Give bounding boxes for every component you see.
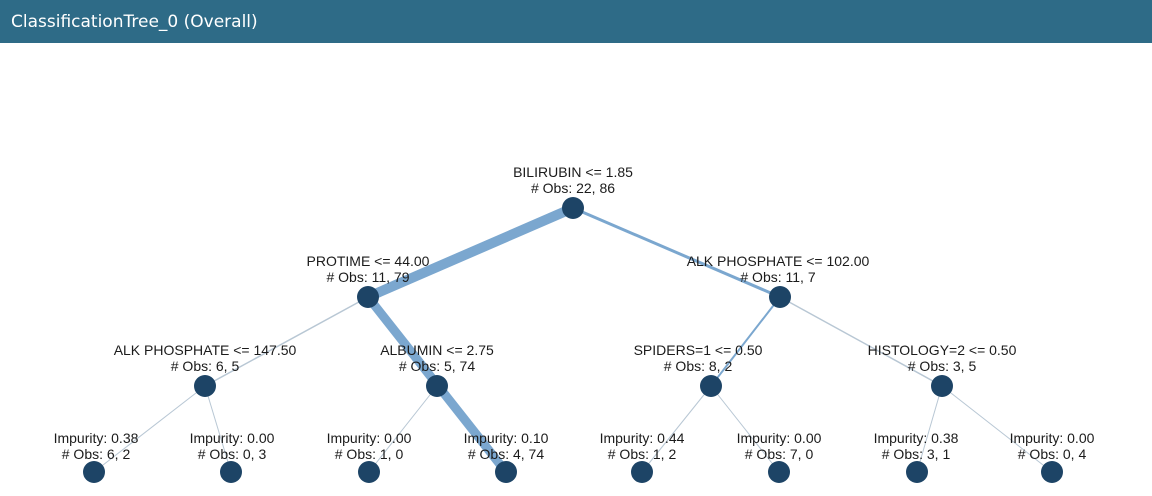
leaf4-obs-label: # Obs: 4, 74 (468, 446, 544, 462)
edge-spiders-leaf6 (710, 385, 780, 473)
histology-obs-label: # Obs: 3, 5 (908, 358, 977, 374)
tree-nodes (83, 197, 1063, 483)
edge-histology-leaf7 (916, 385, 943, 473)
leaf1-impurity-label: Impurity: 0.38 (54, 430, 139, 446)
tree-node-spiders[interactable] (700, 375, 722, 397)
leaf3-obs-label: # Obs: 1, 0 (335, 446, 404, 462)
tree-node-root[interactable] (562, 197, 584, 219)
tree-node-histology[interactable] (931, 375, 953, 397)
leaf5-obs-label: # Obs: 1, 2 (608, 446, 677, 462)
tree-leaf-1[interactable] (83, 461, 105, 483)
root-split-label: BILIRUBIN <= 1.85 (513, 164, 633, 180)
edge-spiders-leaf5 (641, 385, 712, 473)
edge-albumin-leaf3 (368, 385, 438, 473)
protime-split-label: PROTIME <= 44.00 (307, 253, 430, 269)
tree-leaf-2[interactable] (220, 461, 242, 483)
leaf7-impurity-label: Impurity: 0.38 (874, 430, 959, 446)
edge-alk147-leaf1 (93, 385, 206, 473)
alk147-split-label: ALK PHOSPHATE <= 147.50 (114, 342, 297, 358)
tree-leaf-7[interactable] (906, 461, 928, 483)
leaf8-obs-label: # Obs: 0, 4 (1018, 446, 1087, 462)
tree-leaf-4[interactable] (495, 461, 517, 483)
albumin-split-label: ALBUMIN <= 2.75 (380, 342, 494, 358)
leaf3-impurity-label: Impurity: 0.00 (327, 430, 412, 446)
protime-obs-label: # Obs: 11, 79 (326, 269, 409, 285)
alk102-split-label: ALK PHOSPHATE <= 102.00 (687, 253, 870, 269)
tree-leaf-3[interactable] (358, 461, 380, 483)
leaf8-impurity-label: Impurity: 0.00 (1010, 430, 1095, 446)
leaf1-obs-label: # Obs: 6, 2 (62, 446, 131, 462)
root-obs-label: # Obs: 22, 86 (531, 180, 615, 196)
tree-leaf-6[interactable] (768, 461, 790, 483)
edge-root-alk102 (572, 206, 781, 299)
leaf4-impurity-label: Impurity: 0.10 (464, 430, 549, 446)
window-title: ClassificationTree_0 (Overall) (11, 11, 258, 32)
tree-leaf-5[interactable] (631, 461, 653, 483)
tree-node-alk102[interactable] (769, 286, 791, 308)
tree-edges (93, 203, 1053, 475)
leaf6-obs-label: # Obs: 7, 0 (745, 446, 814, 462)
spiders-obs-label: # Obs: 8, 2 (664, 358, 733, 374)
edge-alk102-histology (779, 296, 943, 387)
edge-alk147-leaf2 (204, 385, 232, 473)
tree-labels: BILIRUBIN <= 1.85 # Obs: 22, 86 PROTIME … (54, 164, 1095, 462)
tree-node-alk147[interactable] (194, 375, 216, 397)
leaf6-impurity-label: Impurity: 0.00 (737, 430, 822, 446)
edge-alk102-spiders (710, 296, 781, 387)
tree-node-albumin[interactable] (426, 375, 448, 397)
spiders-split-label: SPIDERS=1 <= 0.50 (634, 342, 763, 358)
alk147-obs-label: # Obs: 6, 5 (171, 358, 240, 374)
histology-split-label: HISTOLOGY=2 <= 0.50 (868, 342, 1017, 358)
edge-root-protime (366, 203, 575, 302)
leaf5-impurity-label: Impurity: 0.44 (600, 430, 685, 446)
alk102-obs-label: # Obs: 11, 7 (740, 269, 815, 285)
leaf2-impurity-label: Impurity: 0.00 (190, 430, 275, 446)
albumin-obs-label: # Obs: 5, 74 (399, 358, 475, 374)
leaf2-obs-label: # Obs: 0, 3 (198, 446, 267, 462)
leaf7-obs-label: # Obs: 3, 1 (882, 446, 951, 462)
edge-histology-leaf8 (941, 385, 1053, 473)
tree-node-protime[interactable] (357, 286, 379, 308)
tree-leaf-8[interactable] (1041, 461, 1063, 483)
window-title-bar: ClassificationTree_0 (Overall) (0, 0, 1152, 43)
edge-protime-alk147 (204, 296, 369, 387)
